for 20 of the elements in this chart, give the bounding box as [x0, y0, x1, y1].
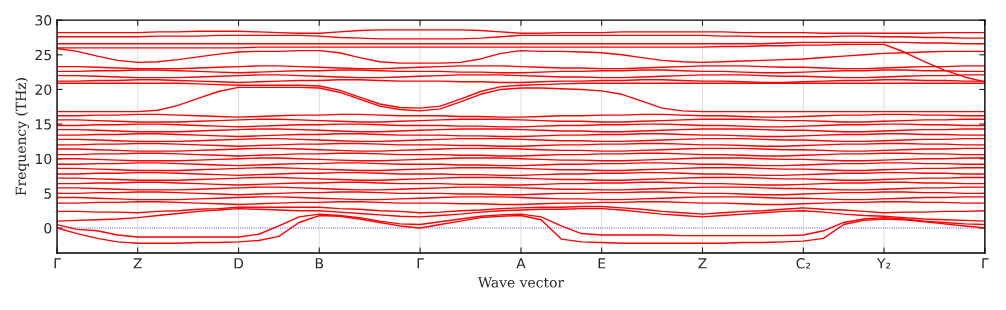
x-tick-label: Y₂ — [876, 258, 891, 269]
y-tick-label: 5 — [44, 188, 51, 199]
y-tick-label: 25 — [35, 49, 51, 61]
x-tick-label: Γ — [982, 258, 989, 269]
y-axis-title: Frequency (THz) — [15, 78, 29, 196]
y-tick-label: 15 — [36, 119, 51, 130]
x-tick-label: Z — [698, 258, 707, 269]
x-tick-label: E — [598, 258, 606, 269]
x-tick-label: C₂ — [796, 258, 811, 269]
x-tick-label: Γ — [54, 258, 61, 269]
x-tick-label: A — [516, 258, 526, 269]
x-tick-label: D — [234, 258, 244, 269]
y-tick-label: 30 — [35, 15, 52, 26]
y-tick-label: 0 — [44, 222, 52, 234]
x-tick-label: Z — [133, 258, 142, 269]
x-axis-title: Wave vector — [477, 277, 565, 288]
y-tick-label: 10 — [36, 153, 52, 165]
x-tick-label: Γ — [417, 258, 424, 269]
y-tick-label: 20 — [35, 84, 52, 95]
x-tick-label: B — [315, 258, 324, 269]
